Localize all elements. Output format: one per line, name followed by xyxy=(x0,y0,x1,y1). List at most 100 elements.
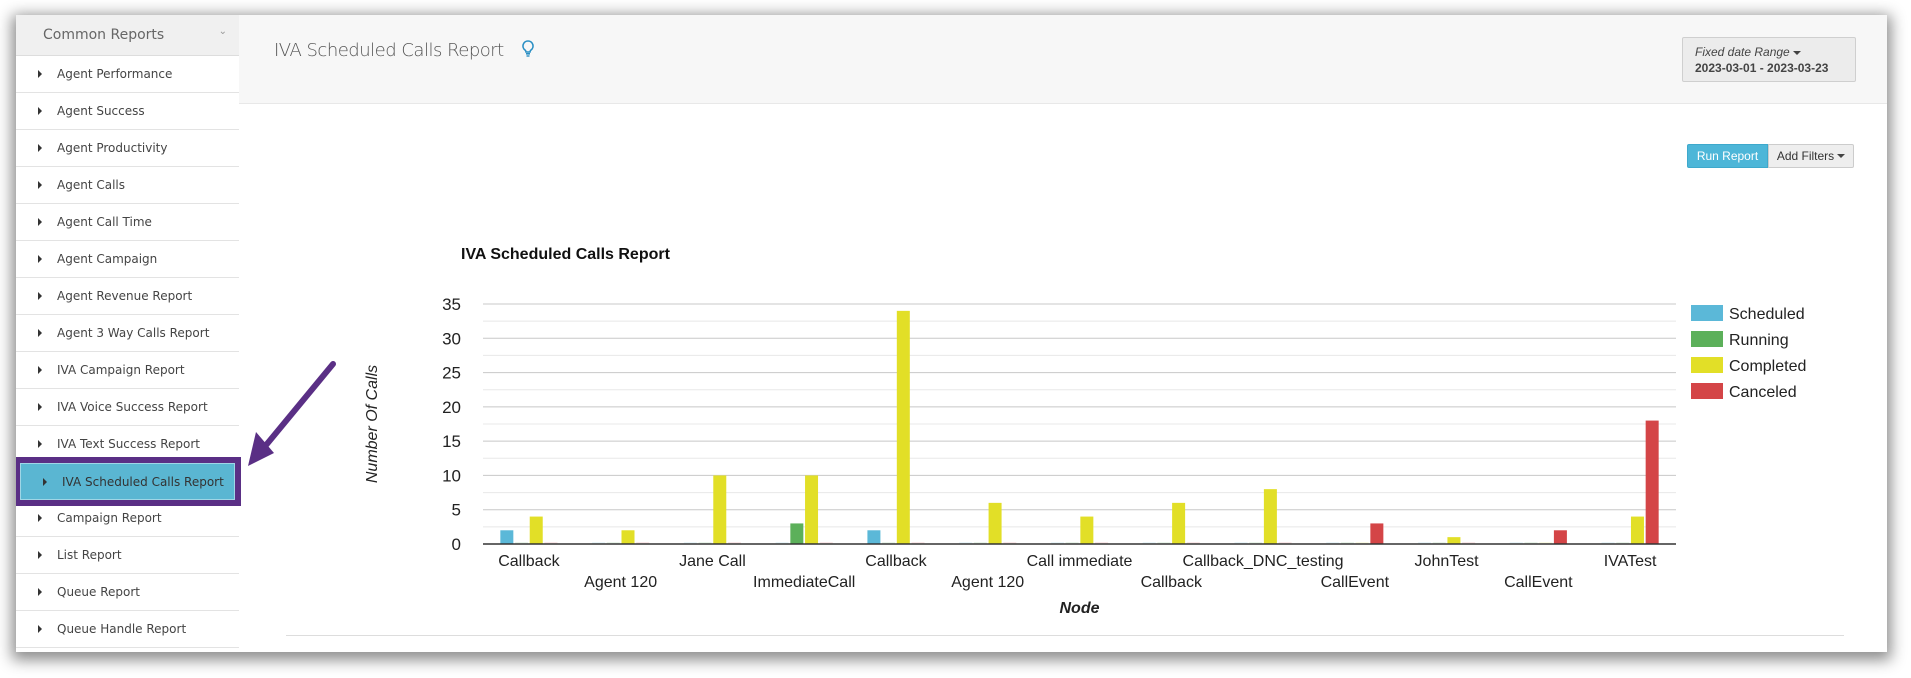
lightbulb-icon[interactable] xyxy=(522,40,534,63)
caret-right-icon xyxy=(38,255,42,263)
x-tick-label: Agent 120 xyxy=(584,574,657,591)
sidebar-item-label: Agent 3 Way Calls Report xyxy=(57,326,210,340)
sidebar-item[interactable]: Queue Report xyxy=(16,574,239,611)
page-title: IVA Scheduled Calls Report xyxy=(274,40,504,61)
bar-canceled xyxy=(1370,523,1384,544)
bar-canceled xyxy=(544,542,558,544)
chevron-down-icon: ⌄ xyxy=(218,26,227,37)
sidebar-item[interactable]: Agent Calls xyxy=(16,167,239,204)
bar-completed xyxy=(1172,502,1186,544)
legend-swatch xyxy=(1691,305,1723,321)
sidebar-item[interactable]: IVA Voice Success Report xyxy=(16,389,239,426)
bar-completed xyxy=(713,475,727,544)
x-axis-label: Node xyxy=(1060,600,1100,617)
sidebar-item[interactable]: Campaign Report xyxy=(16,500,239,537)
bar-completed xyxy=(1539,542,1553,544)
sidebar-item-label: IVA Scheduled Calls Report xyxy=(62,474,224,489)
x-tick-label: Callback xyxy=(1141,574,1203,591)
sidebar: Common Reports ⌄ Agent Performance Agent … xyxy=(16,15,241,652)
caret-right-icon xyxy=(38,181,42,189)
bar-completed xyxy=(988,502,1002,544)
bar-running xyxy=(882,542,896,544)
y-tick-label: 30 xyxy=(442,329,461,348)
date-range-dropdown[interactable]: Fixed date Range 2023-03-01 - 2023-03-23 xyxy=(1682,37,1856,82)
sidebar-item[interactable]: Queue Handle Report xyxy=(16,611,239,648)
sidebar-section-common-reports[interactable]: Common Reports ⌄ xyxy=(16,15,239,56)
legend-label: Canceled xyxy=(1729,384,1797,401)
sidebar-item[interactable]: Agent Call Time xyxy=(16,204,239,241)
caret-right-icon xyxy=(38,292,42,300)
bar-completed xyxy=(896,310,910,544)
bar-running xyxy=(515,542,529,544)
bar-completed xyxy=(1355,542,1369,544)
x-tick-label: Jane Call xyxy=(679,553,746,570)
bar-scheduled xyxy=(1601,542,1615,544)
caret-right-icon xyxy=(38,218,42,226)
bar-running xyxy=(973,542,987,544)
sidebar-item-label: Agent Call Time xyxy=(57,215,152,229)
caret-right-icon xyxy=(38,403,42,411)
caret-right-icon xyxy=(38,588,42,596)
x-tick-label: Agent 120 xyxy=(951,574,1024,591)
legend-swatch xyxy=(1691,383,1723,399)
bar-completed xyxy=(1263,489,1277,544)
bar-canceled xyxy=(1003,542,1017,544)
bar-scheduled xyxy=(1418,542,1432,544)
add-filters-button[interactable]: Add Filters xyxy=(1768,144,1854,168)
caret-right-icon xyxy=(38,329,42,337)
sidebar-item-label: Campaign Report xyxy=(57,511,162,525)
caret-right-icon xyxy=(38,440,42,448)
y-tick-label: 0 xyxy=(452,535,461,554)
bar-completed xyxy=(1630,516,1644,544)
legend-swatch xyxy=(1691,357,1723,373)
y-tick-label: 15 xyxy=(442,432,461,451)
caret-down-icon xyxy=(1837,154,1846,158)
bar-canceled xyxy=(727,542,741,544)
sidebar-item[interactable]: Agent Revenue Report xyxy=(16,278,239,315)
sidebar-item[interactable]: IVA Scheduled Calls Report xyxy=(16,457,241,506)
sidebar-item-label: Agent Success xyxy=(57,104,145,118)
bar-canceled xyxy=(911,542,925,544)
x-tick-label: JohnTest xyxy=(1415,553,1480,570)
y-tick-label: 20 xyxy=(442,398,461,417)
caret-right-icon xyxy=(38,514,42,522)
bar-canceled xyxy=(1095,542,1109,544)
sidebar-item[interactable]: Agent Campaign xyxy=(16,241,239,278)
bar-running xyxy=(1340,542,1354,544)
run-report-button[interactable]: Run Report xyxy=(1687,144,1768,168)
sidebar-item[interactable]: Agent 3 Way Calls Report xyxy=(16,315,239,352)
bar-running xyxy=(1524,542,1538,544)
sidebar-item[interactable]: Agent Productivity xyxy=(16,130,239,167)
sidebar-item[interactable]: Agent Success xyxy=(16,93,239,130)
bar-scheduled xyxy=(1509,542,1523,544)
sidebar-item-label: Agent Performance xyxy=(57,67,173,81)
sidebar-item[interactable]: List Report xyxy=(16,537,239,574)
bar-running xyxy=(1616,542,1630,544)
x-tick-label: Call immediate xyxy=(1027,553,1133,570)
bar-scheduled xyxy=(683,542,697,544)
caret-down-icon xyxy=(1792,50,1801,55)
sidebar-item[interactable]: IVA Text Success Report xyxy=(16,426,239,463)
y-tick-label: 5 xyxy=(452,501,461,520)
bar-running xyxy=(790,523,804,544)
sidebar-item-label: Agent Revenue Report xyxy=(57,289,193,303)
bar-scheduled xyxy=(1142,542,1156,544)
legend-label: Running xyxy=(1729,332,1789,349)
y-tick-label: 10 xyxy=(442,466,461,485)
sidebar-item[interactable]: IVA Campaign Report xyxy=(16,352,239,389)
bar-canceled xyxy=(1553,530,1567,544)
bar-scheduled xyxy=(500,530,514,544)
sidebar-item-label: Queue Handle Report xyxy=(57,622,187,636)
legend-label: Scheduled xyxy=(1729,306,1805,323)
bar-running xyxy=(698,542,712,544)
divider xyxy=(286,635,1844,636)
caret-right-icon xyxy=(38,144,42,152)
date-range-label: Fixed date Range xyxy=(1695,45,1790,59)
x-tick-label: CallEvent xyxy=(1321,574,1390,591)
sidebar-item[interactable]: Agent Performance xyxy=(16,56,239,93)
x-tick-label: Callback xyxy=(498,553,560,570)
bar-canceled xyxy=(1645,420,1659,544)
add-filters-label: Add Filters xyxy=(1776,149,1835,163)
sidebar-item-label: IVA Text Success Report xyxy=(57,437,200,451)
